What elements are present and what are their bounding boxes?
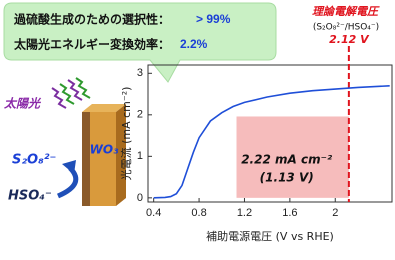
x-tick-label: 1.6	[282, 207, 297, 219]
y-tick-label: 0	[137, 192, 143, 204]
callout-line: 太陽光エネルギー変換効率：	[14, 37, 170, 52]
highlight-area	[236, 116, 349, 198]
reactant-label: HSO₄⁻	[8, 189, 52, 204]
callout-line: 過硫酸生成のための選択性：	[13, 12, 170, 27]
electrode-label: WO₃	[90, 143, 119, 157]
reference-title: 理論電解電圧	[312, 5, 380, 18]
x-tick-label: 1.2	[237, 207, 252, 219]
sunlight-label: 太陽光	[3, 97, 42, 111]
x-tick-label: 2	[332, 207, 338, 219]
highlight-label: 2.22 mA cm⁻²	[241, 153, 333, 167]
sun-rays	[51, 77, 91, 109]
plot-frame	[147, 64, 393, 203]
callout-value: 2.2%	[180, 37, 208, 51]
reaction-arrowhead	[62, 160, 76, 174]
x-axis-label: 補助電源電圧 (V vs RHE)	[206, 229, 334, 243]
y-axis-label: 光電流 (mA cm⁻²)	[119, 87, 133, 181]
y-tick-label: 2	[137, 109, 143, 121]
product-label: S₂O₈²⁻	[12, 153, 56, 168]
x-tick-label: 0.8	[191, 207, 206, 219]
reference-label: 2.12 V	[329, 33, 370, 46]
reference-subtitle: (S₂O₈²⁻/HSO₄⁻)	[313, 23, 379, 33]
callout-value: > 99%	[196, 12, 231, 26]
y-tick-label: 1	[137, 150, 143, 162]
y-tick-label: 3	[137, 67, 143, 79]
electrode	[82, 104, 126, 206]
data-line	[153, 85, 390, 199]
highlight-sublabel: (1.13 V)	[260, 171, 314, 185]
x-tick-label: 0.4	[146, 207, 161, 219]
callout-bubble	[3, 2, 277, 83]
